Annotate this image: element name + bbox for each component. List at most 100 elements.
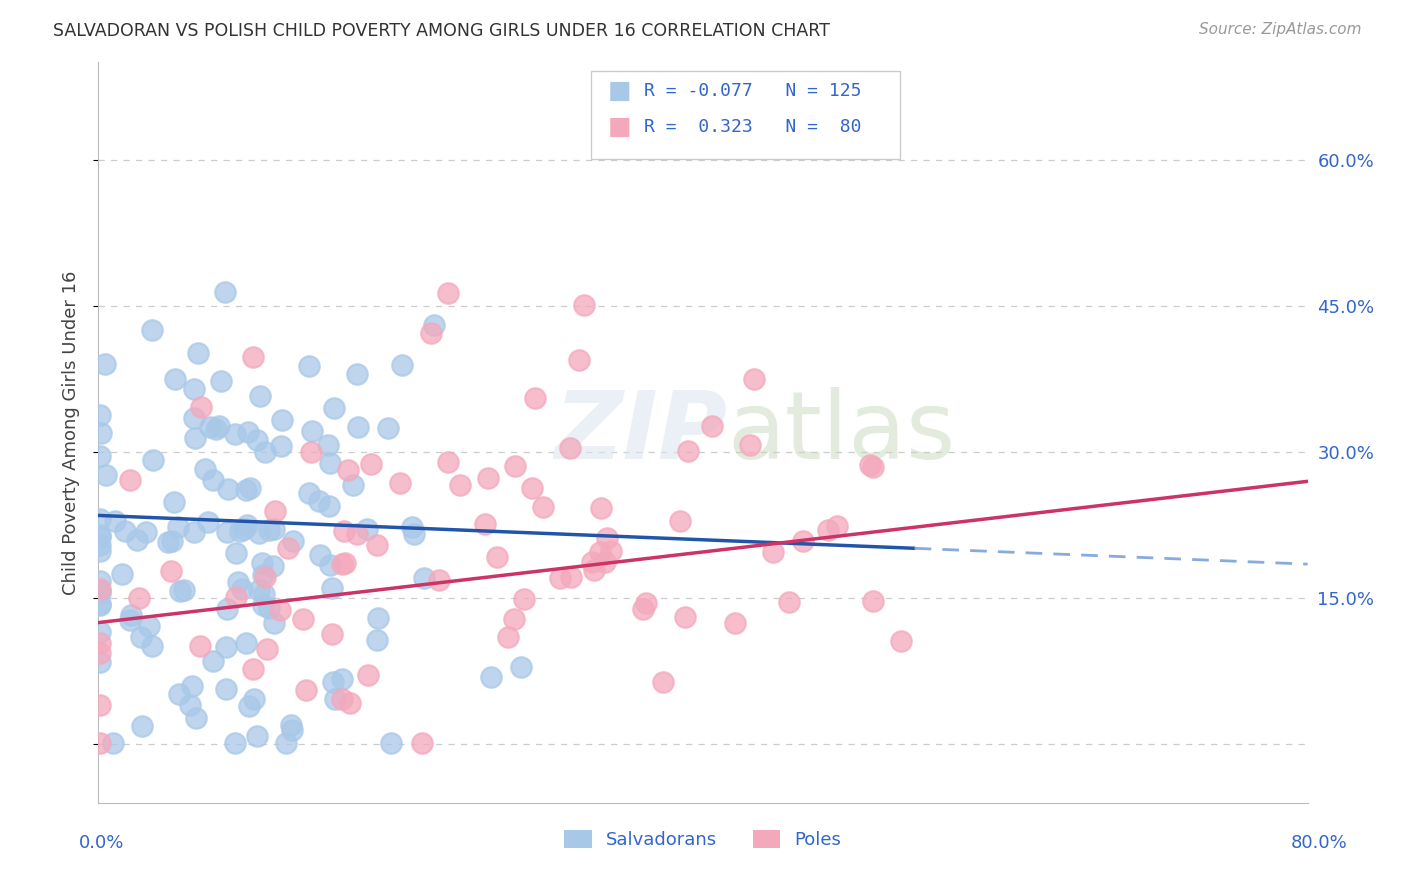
- Point: [89, 530, 111, 544]
- Point: [668, 514, 690, 528]
- Point: [330, 557, 353, 571]
- Point: [224, 426, 246, 441]
- Point: [318, 499, 340, 513]
- Point: [792, 533, 814, 548]
- Point: [179, 698, 201, 712]
- Point: [224, 736, 246, 750]
- Point: [366, 538, 388, 552]
- Point: [243, 692, 266, 706]
- Text: 80.0%: 80.0%: [1291, 834, 1347, 852]
- Point: [859, 458, 882, 472]
- Point: [235, 517, 257, 532]
- Point: [242, 662, 264, 676]
- Point: [411, 736, 433, 750]
- Point: [135, 524, 157, 539]
- Point: [281, 723, 304, 737]
- Point: [128, 591, 150, 606]
- Legend: Salvadorans, Poles: Salvadorans, Poles: [564, 830, 842, 849]
- Point: [589, 545, 612, 559]
- Point: [235, 636, 257, 650]
- Point: [503, 458, 526, 473]
- Text: R =  0.323   N =  80: R = 0.323 N = 80: [644, 118, 862, 136]
- Point: [342, 477, 364, 491]
- Point: [560, 570, 582, 584]
- Point: [89, 624, 111, 639]
- Point: [402, 527, 425, 541]
- Point: [477, 471, 499, 485]
- Text: Source: ZipAtlas.com: Source: ZipAtlas.com: [1198, 22, 1361, 37]
- Point: [89, 584, 111, 599]
- Point: [380, 736, 402, 750]
- Point: [427, 573, 450, 587]
- Point: [319, 456, 342, 470]
- Point: [485, 549, 508, 564]
- Point: [141, 323, 163, 337]
- Point: [184, 711, 207, 725]
- Point: [510, 659, 533, 673]
- Point: [513, 591, 536, 606]
- Point: [160, 565, 183, 579]
- Point: [232, 522, 254, 536]
- Point: [262, 558, 284, 573]
- Point: [673, 610, 696, 624]
- Point: [104, 515, 127, 529]
- Text: SALVADORAN VS POLISH CHILD POVERTY AMONG GIRLS UNDER 16 CORRELATION CHART: SALVADORAN VS POLISH CHILD POVERTY AMONG…: [53, 22, 831, 40]
- Point: [183, 524, 205, 539]
- Point: [217, 482, 239, 496]
- Point: [238, 699, 260, 714]
- Point: [215, 525, 238, 540]
- Point: [377, 420, 399, 434]
- Point: [160, 533, 183, 548]
- Point: [142, 452, 165, 467]
- Point: [301, 445, 323, 459]
- Point: [356, 668, 378, 682]
- Point: [180, 680, 202, 694]
- Point: [322, 401, 344, 416]
- Point: [89, 408, 111, 422]
- Point: [316, 438, 339, 452]
- Point: [298, 486, 321, 500]
- Text: R = -0.077   N = 125: R = -0.077 N = 125: [644, 82, 862, 100]
- Text: ■: ■: [607, 79, 631, 103]
- Point: [253, 587, 276, 601]
- Point: [356, 522, 378, 536]
- Text: ■: ■: [607, 115, 631, 138]
- Point: [436, 285, 458, 300]
- Point: [295, 683, 318, 698]
- Point: [197, 516, 219, 530]
- Point: [269, 603, 291, 617]
- Point: [235, 483, 257, 498]
- Point: [89, 512, 111, 526]
- Point: [591, 500, 613, 515]
- Point: [89, 449, 111, 463]
- Point: [231, 582, 253, 596]
- Point: [205, 422, 228, 436]
- Point: [531, 500, 554, 514]
- Point: [208, 419, 231, 434]
- Y-axis label: Child Poverty Among Girls Under 16: Child Poverty Among Girls Under 16: [62, 270, 80, 595]
- Point: [89, 656, 111, 670]
- Point: [101, 736, 124, 750]
- Point: [631, 602, 654, 616]
- Point: [593, 555, 616, 569]
- Point: [346, 367, 368, 381]
- Point: [131, 718, 153, 732]
- Point: [319, 558, 342, 572]
- Point: [90, 426, 112, 441]
- Point: [94, 467, 117, 482]
- Point: [301, 424, 323, 438]
- Point: [183, 382, 205, 396]
- Point: [678, 444, 700, 458]
- Point: [568, 353, 591, 368]
- Point: [89, 527, 111, 541]
- Point: [249, 389, 271, 403]
- Point: [322, 674, 344, 689]
- Point: [423, 318, 446, 332]
- Point: [761, 545, 783, 559]
- Point: [246, 729, 269, 743]
- Point: [118, 473, 141, 487]
- Point: [89, 736, 111, 750]
- Point: [225, 590, 247, 604]
- Point: [550, 571, 572, 585]
- Point: [89, 585, 111, 599]
